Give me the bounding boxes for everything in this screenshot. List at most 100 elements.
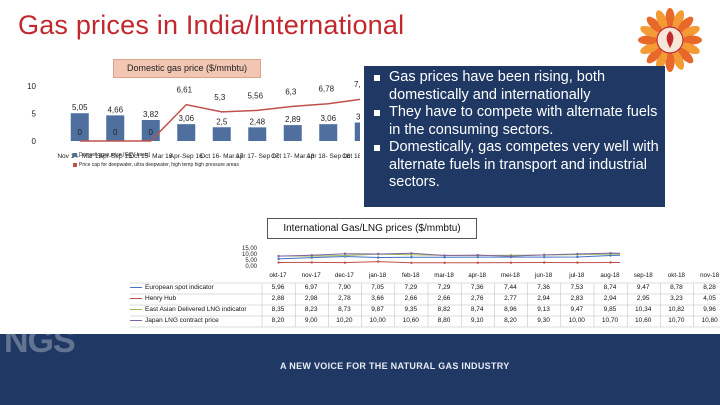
series-line-swatch <box>130 286 142 289</box>
table-cell: 2,94 <box>537 295 550 302</box>
table-cell: 8,74 <box>603 284 617 291</box>
bar-value-label: 3,82 <box>143 110 159 119</box>
series-line-swatch <box>130 308 142 311</box>
table-cell: 9,30 <box>537 317 550 324</box>
table-cell: 7,53 <box>570 284 584 291</box>
table-column-header: sep-18 <box>633 272 653 279</box>
line-value-label: 0 <box>149 128 154 137</box>
table-cell: 8,35 <box>271 306 285 313</box>
x-tick-label: Oct 17- Mar 18 <box>271 153 315 160</box>
table-cell: 10,80 <box>701 317 718 324</box>
bar-value-label: 2,48 <box>249 117 265 126</box>
table-cell: 2,98 <box>304 295 318 302</box>
bar-value-label: 2,89 <box>285 115 301 124</box>
table-cell: 2,83 <box>570 295 584 302</box>
table-cell: 9,96 <box>703 306 716 313</box>
key-points-box: Gas prices have been rising, both domest… <box>364 66 665 207</box>
table-cell: 6,97 <box>304 284 318 291</box>
bar <box>283 125 302 141</box>
footer-tagline: A NEW VOICE FOR THE NATURAL GAS INDUSTRY <box>280 361 510 371</box>
bar-value-label: 3,06 <box>320 114 336 123</box>
series-name: European spot indicator <box>145 284 214 291</box>
table-cell: 10,70 <box>668 317 685 324</box>
table-row-label: European spot indicator <box>130 284 214 291</box>
table-column-header: okt-18 <box>667 272 685 279</box>
line-value-label: 6,3 <box>285 87 297 96</box>
table-cell: 9,47 <box>636 284 650 291</box>
line-value-label: 0 <box>78 128 83 137</box>
table-cell: 8,28 <box>703 284 716 291</box>
table-column-header: jun-18 <box>534 272 553 279</box>
table-cell: 2,76 <box>470 295 484 302</box>
table-row-label: Japan LNG contract price <box>130 317 219 324</box>
bar-value-label: 2,5 <box>216 117 228 126</box>
line-value-label: 6,61 <box>176 86 192 95</box>
bar <box>354 122 360 141</box>
table-column-header: mei-18 <box>500 272 520 279</box>
table-cell: 9,87 <box>371 306 384 313</box>
series-name: Japan LNG contract price <box>145 317 219 324</box>
table-cell: 2,66 <box>437 295 451 302</box>
bar <box>106 115 125 141</box>
table-row-label: Henry Hub <box>130 295 176 302</box>
y-tick-label: 5 <box>32 110 37 119</box>
price-cap-line <box>79 98 360 142</box>
table-column-header: apr-18 <box>468 272 487 279</box>
table-cell: 8,74 <box>470 306 484 313</box>
bar-value-label: 3,36 <box>356 113 360 122</box>
bar <box>212 127 231 141</box>
table-cell: 10,60 <box>402 317 419 324</box>
x-tick-label: Nov 14- Mar 15 <box>57 153 102 160</box>
table-cell: 8,82 <box>437 306 451 313</box>
x-tick-label: Oct 16- Mar 17 <box>200 153 244 160</box>
bar-value-label: 5,05 <box>72 103 88 112</box>
legend-entry: Domestic gas price (GCV basis) <box>73 152 150 158</box>
table-cell: 10,00 <box>369 317 386 324</box>
series-line <box>278 261 620 264</box>
table-cell: 8,78 <box>670 284 683 291</box>
bar <box>70 113 89 141</box>
table-cell: 7,90 <box>338 284 351 291</box>
bullet-point: Domestically, gas competes very well wit… <box>372 139 659 192</box>
table-column-header: okt-17 <box>269 272 287 279</box>
table-cell: 9,10 <box>470 317 484 324</box>
x-tick-label: Apr-Sep 16 <box>170 153 203 160</box>
series-point <box>277 257 280 261</box>
x-tick-label: Oct 15- Mar 16 <box>129 153 173 160</box>
table-cell: 8,23 <box>304 306 318 313</box>
table-cell: 9,47 <box>570 306 584 313</box>
table-cell: 7,29 <box>437 284 451 291</box>
bar-value-label: 3,06 <box>178 114 194 123</box>
table-column-header: dec-17 <box>334 272 354 279</box>
series-line-swatch <box>130 319 142 322</box>
y-tick-label: 0 <box>32 137 37 146</box>
table-cell: 10,34 <box>635 306 652 313</box>
domestic-chart-title: Domestic gas price ($/mmbtu) <box>113 59 261 78</box>
table-cell: 9,13 <box>537 306 550 313</box>
table-cell: 3,23 <box>670 295 683 302</box>
ngs-logo: NGS <box>4 322 76 360</box>
line-value-label: 6,78 <box>318 85 334 94</box>
table-cell: 10,82 <box>668 306 685 313</box>
table-cell: 7,36 <box>537 284 550 291</box>
table-cell: 8,20 <box>504 317 517 324</box>
bar <box>248 127 267 141</box>
table-column-header: nov-18 <box>700 272 720 279</box>
table-cell: 2,78 <box>338 295 351 302</box>
table-cell: 8,80 <box>437 317 451 324</box>
international-chart-title: International Gas/LNG prices ($/mmbtu) <box>267 218 477 239</box>
y-tick-label: 10,00 <box>242 252 258 258</box>
table-cell: 7,29 <box>404 284 418 291</box>
table-column-header: nov-17 <box>301 272 321 279</box>
series-line <box>278 252 620 257</box>
domestic-gas-price-chart: 0 5 10 5,05 4,66 3,82 3,06 2,5 2,48 2,89 3,06 3,36 0… <box>27 80 360 160</box>
table-cell: 2,77 <box>504 295 517 302</box>
table-cell: 7,36 <box>470 284 484 291</box>
x-tick-label: Apr 18- Sep 18 <box>306 153 350 160</box>
line-value-label: 5,3 <box>214 93 226 102</box>
legend-entry: Price cap for deepwater, ultra deepwater… <box>73 162 239 168</box>
data-table-grid <box>130 282 720 328</box>
table-cell: 5,96 <box>271 284 285 291</box>
y-tick-label: 0,00 <box>245 264 257 270</box>
